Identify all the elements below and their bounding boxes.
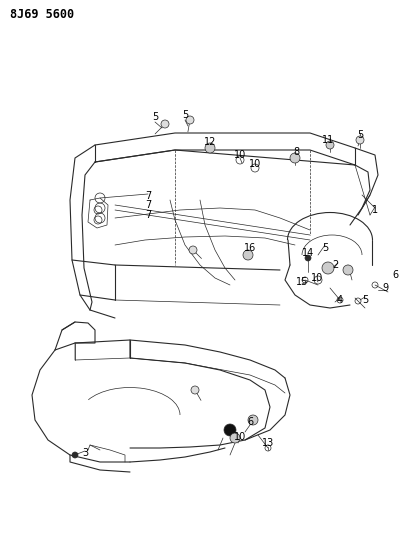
Text: 5: 5 xyxy=(182,110,188,120)
Circle shape xyxy=(305,255,311,261)
Text: 3: 3 xyxy=(82,448,88,458)
Text: 15: 15 xyxy=(296,277,308,287)
Text: 13: 13 xyxy=(262,438,274,448)
Text: 7: 7 xyxy=(145,191,151,201)
Circle shape xyxy=(205,143,215,153)
Text: 5: 5 xyxy=(152,112,158,122)
Text: 5: 5 xyxy=(322,243,328,253)
Text: 8: 8 xyxy=(293,147,299,157)
Circle shape xyxy=(72,452,78,458)
Circle shape xyxy=(189,246,197,254)
Text: 16: 16 xyxy=(244,243,256,253)
Circle shape xyxy=(224,424,236,436)
Text: 11: 11 xyxy=(322,135,334,145)
Circle shape xyxy=(230,433,240,443)
Text: 6: 6 xyxy=(392,270,398,280)
Text: 10: 10 xyxy=(311,273,323,283)
Text: 10: 10 xyxy=(234,150,246,160)
Text: 9: 9 xyxy=(382,283,388,293)
Circle shape xyxy=(356,136,364,144)
Circle shape xyxy=(322,262,334,274)
Text: 7: 7 xyxy=(145,210,151,220)
Circle shape xyxy=(343,265,353,275)
Circle shape xyxy=(161,120,169,128)
Circle shape xyxy=(290,153,300,163)
Text: 1: 1 xyxy=(372,205,378,215)
Text: 14: 14 xyxy=(302,248,314,258)
Circle shape xyxy=(191,386,199,394)
Text: 4: 4 xyxy=(337,295,343,305)
Text: 7: 7 xyxy=(145,200,151,210)
Circle shape xyxy=(248,415,258,425)
Text: 5: 5 xyxy=(362,295,368,305)
Circle shape xyxy=(186,116,194,124)
Text: 6: 6 xyxy=(247,417,253,427)
Text: 10: 10 xyxy=(249,159,261,169)
Text: 5: 5 xyxy=(357,130,363,140)
Text: 12: 12 xyxy=(204,137,216,147)
Circle shape xyxy=(326,141,334,149)
Circle shape xyxy=(243,250,253,260)
Text: 10: 10 xyxy=(234,432,246,442)
Text: 8J69 5600: 8J69 5600 xyxy=(10,8,74,21)
Text: 2: 2 xyxy=(332,260,338,270)
